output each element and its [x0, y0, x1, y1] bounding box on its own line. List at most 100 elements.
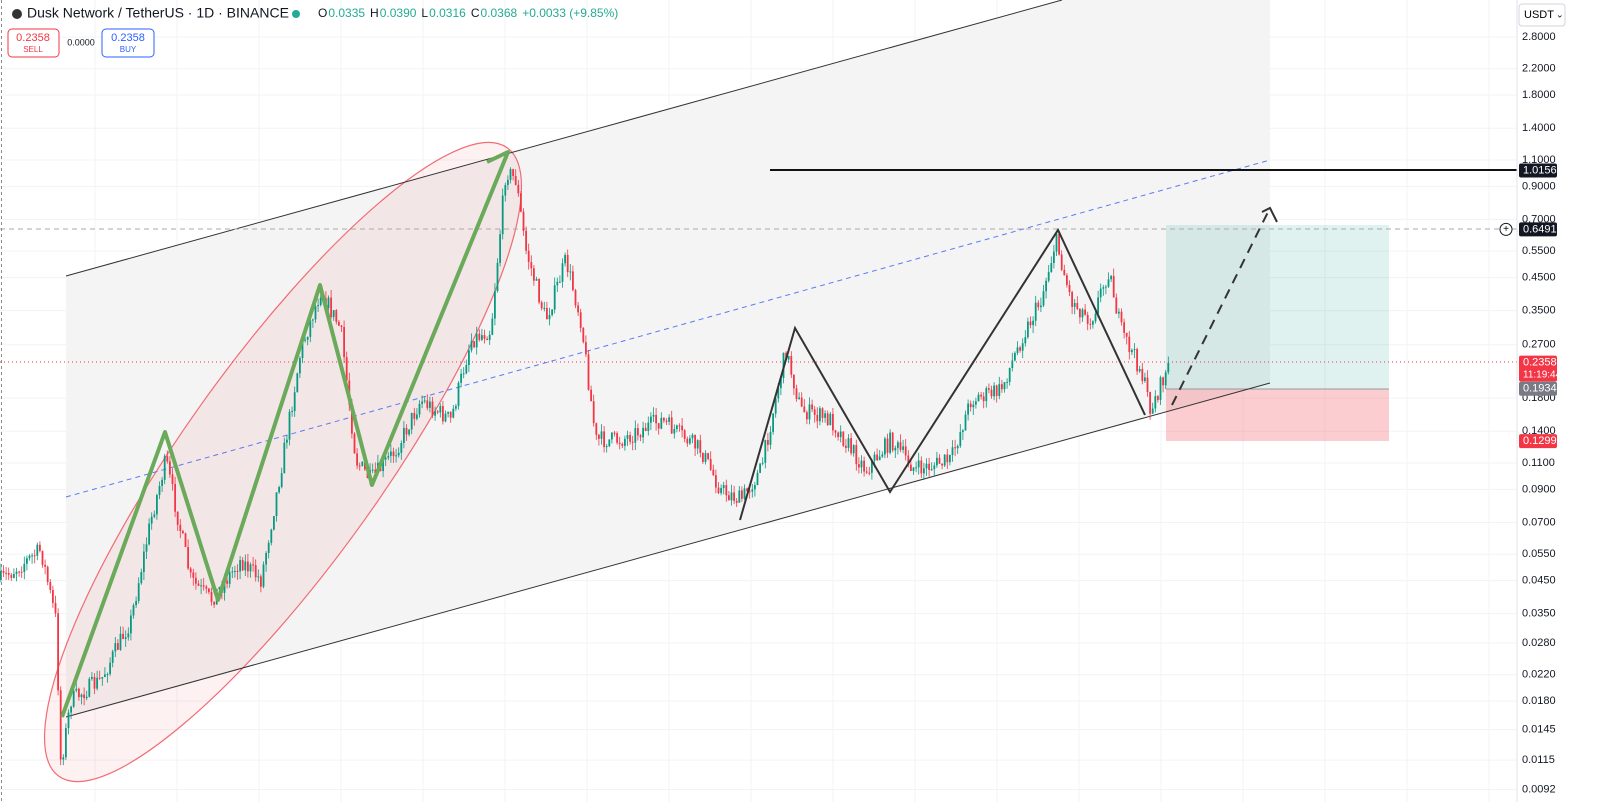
buy-button[interactable]	[101, 28, 155, 58]
candle	[795, 388, 798, 400]
candle	[850, 438, 852, 454]
price-badge	[1519, 222, 1557, 237]
ohlc-key: L	[421, 6, 428, 20]
candle	[678, 425, 681, 427]
candle	[894, 447, 897, 451]
candle	[470, 341, 473, 351]
candle	[975, 401, 977, 405]
candle	[109, 662, 111, 675]
candle	[871, 460, 873, 473]
candle	[837, 432, 839, 438]
candle	[91, 677, 93, 679]
candle	[769, 431, 772, 445]
candle	[1071, 292, 1073, 307]
candle	[923, 468, 925, 474]
candle	[899, 442, 902, 450]
candle	[1144, 377, 1146, 381]
candle	[387, 455, 390, 458]
candle	[62, 757, 65, 760]
sell-button[interactable]	[7, 28, 60, 58]
candle	[67, 712, 70, 729]
candle	[527, 250, 530, 263]
candle	[1112, 275, 1115, 298]
candle	[41, 550, 44, 565]
candle	[735, 500, 738, 503]
candle	[85, 696, 88, 699]
candle	[358, 465, 361, 467]
candle	[954, 447, 956, 449]
candle	[624, 438, 626, 446]
candle	[1118, 311, 1120, 314]
candle	[1136, 349, 1138, 372]
channel-upper	[65, 0, 1063, 277]
candle	[249, 564, 252, 572]
candle	[13, 573, 15, 578]
candle	[75, 688, 78, 691]
candle	[728, 495, 730, 501]
candle	[1042, 291, 1045, 306]
candle	[525, 230, 527, 251]
candle	[184, 533, 187, 548]
candle	[442, 406, 444, 422]
candle	[452, 408, 455, 418]
candle	[1151, 408, 1154, 414]
candle	[434, 411, 436, 416]
candle	[447, 411, 449, 414]
axis-label: 0.0900	[1522, 483, 1556, 495]
candle	[332, 310, 335, 318]
candle	[730, 492, 733, 501]
candle	[577, 305, 579, 313]
candle	[1123, 322, 1125, 333]
candle	[1105, 286, 1107, 288]
candle	[15, 571, 18, 574]
candle	[1019, 347, 1021, 351]
candle	[751, 489, 754, 492]
candle	[236, 570, 239, 572]
candle	[686, 438, 689, 444]
candle	[241, 559, 244, 571]
candle	[956, 445, 959, 449]
candle	[104, 674, 106, 678]
candle	[384, 457, 387, 460]
candle	[1110, 275, 1112, 280]
candle	[1120, 311, 1123, 323]
candle	[496, 262, 499, 292]
currency: USDT	[1524, 9, 1554, 21]
candle	[218, 587, 221, 589]
price-axis-bg	[1517, 0, 1599, 802]
candle	[720, 488, 722, 494]
candle	[189, 568, 192, 573]
candle	[343, 326, 345, 358]
candle	[1011, 360, 1014, 368]
currency-button[interactable]	[1518, 3, 1566, 27]
candle	[943, 454, 946, 466]
candle	[83, 694, 85, 699]
candle	[504, 184, 507, 196]
buy-price: 0.2358	[111, 32, 145, 44]
candle	[972, 404, 975, 408]
price-badge	[1519, 434, 1557, 449]
axis-label: 0.0115	[1522, 754, 1555, 766]
axis-label: 0.3500	[1522, 305, 1556, 317]
price-badges: 1.0156 0.6491 0.2358 0.1934 0.1299 11:19:44 +	[1499, 163, 1562, 449]
candle	[761, 462, 764, 464]
candle	[928, 463, 930, 470]
candle	[650, 416, 652, 423]
candle	[647, 422, 650, 432]
symbol-logo	[12, 9, 22, 19]
candle	[842, 431, 845, 446]
candle	[938, 457, 941, 464]
candle	[873, 454, 876, 461]
candle	[36, 544, 39, 556]
candle	[171, 474, 174, 485]
candle	[663, 417, 665, 421]
candle	[49, 582, 52, 590]
candle	[223, 580, 226, 593]
candle	[291, 410, 293, 412]
candle	[964, 414, 967, 431]
candle	[382, 459, 384, 472]
ohlc-key: O	[318, 6, 327, 20]
candle	[46, 566, 49, 583]
sell-label: SELL	[23, 45, 43, 54]
candle	[254, 565, 257, 578]
